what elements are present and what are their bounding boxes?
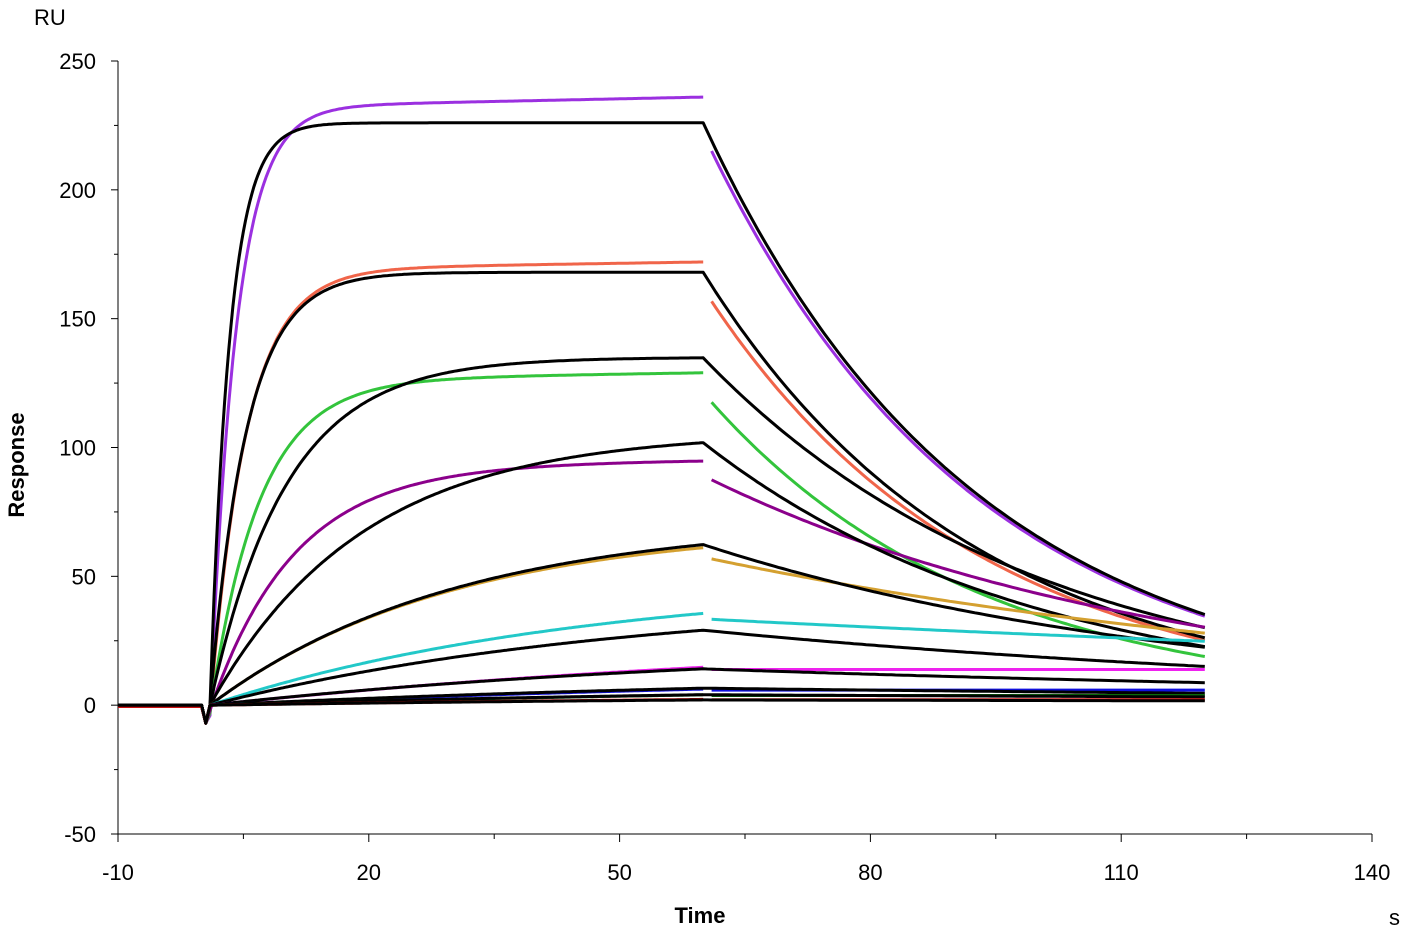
y-tick-label: 200 — [59, 178, 96, 203]
x-tick-label: 110 — [1104, 860, 1139, 885]
fit-curve-15 — [118, 686, 1205, 725]
x-tick-label: 140 — [1354, 860, 1391, 885]
y-tick-label: 50 — [72, 564, 96, 589]
series-group — [118, 95, 1206, 725]
x-tick-label: -10 — [102, 860, 134, 885]
measured-curve-0 — [118, 95, 1206, 725]
x-axis-title: Time — [675, 903, 726, 928]
x-tick-label: 80 — [858, 860, 882, 885]
fit-curve-19 — [118, 698, 1205, 725]
y-tick-label: 150 — [59, 307, 96, 332]
fit-curve-9 — [118, 543, 1205, 725]
axes: -50 0 50 100 150 200 250 -10 20 50 80 110 140 — [59, 49, 1390, 885]
y-tick-label: 100 — [59, 436, 96, 461]
y-unit-label: RU — [34, 5, 66, 30]
fit-curve-7 — [118, 441, 1206, 725]
labels: RU s Time Response — [4, 5, 1400, 930]
y-axis-title: Response — [4, 412, 29, 517]
measured-curve-10 — [118, 611, 1205, 725]
fit-curve-1 — [118, 121, 1206, 725]
x-tick-label: 50 — [607, 860, 631, 885]
y-tick-label: 0 — [84, 693, 96, 718]
fit-curve-3 — [118, 270, 1206, 725]
fit-curve-5 — [118, 356, 1206, 725]
fit-curve-11 — [118, 628, 1205, 725]
y-tick-label: -50 — [64, 822, 96, 847]
x-unit-label: s — [1389, 905, 1400, 930]
fit-curve-13 — [118, 667, 1205, 725]
x-tick-label: 20 — [357, 860, 381, 885]
measured-curve-6 — [118, 459, 1206, 725]
y-tick-label: 250 — [59, 49, 96, 74]
